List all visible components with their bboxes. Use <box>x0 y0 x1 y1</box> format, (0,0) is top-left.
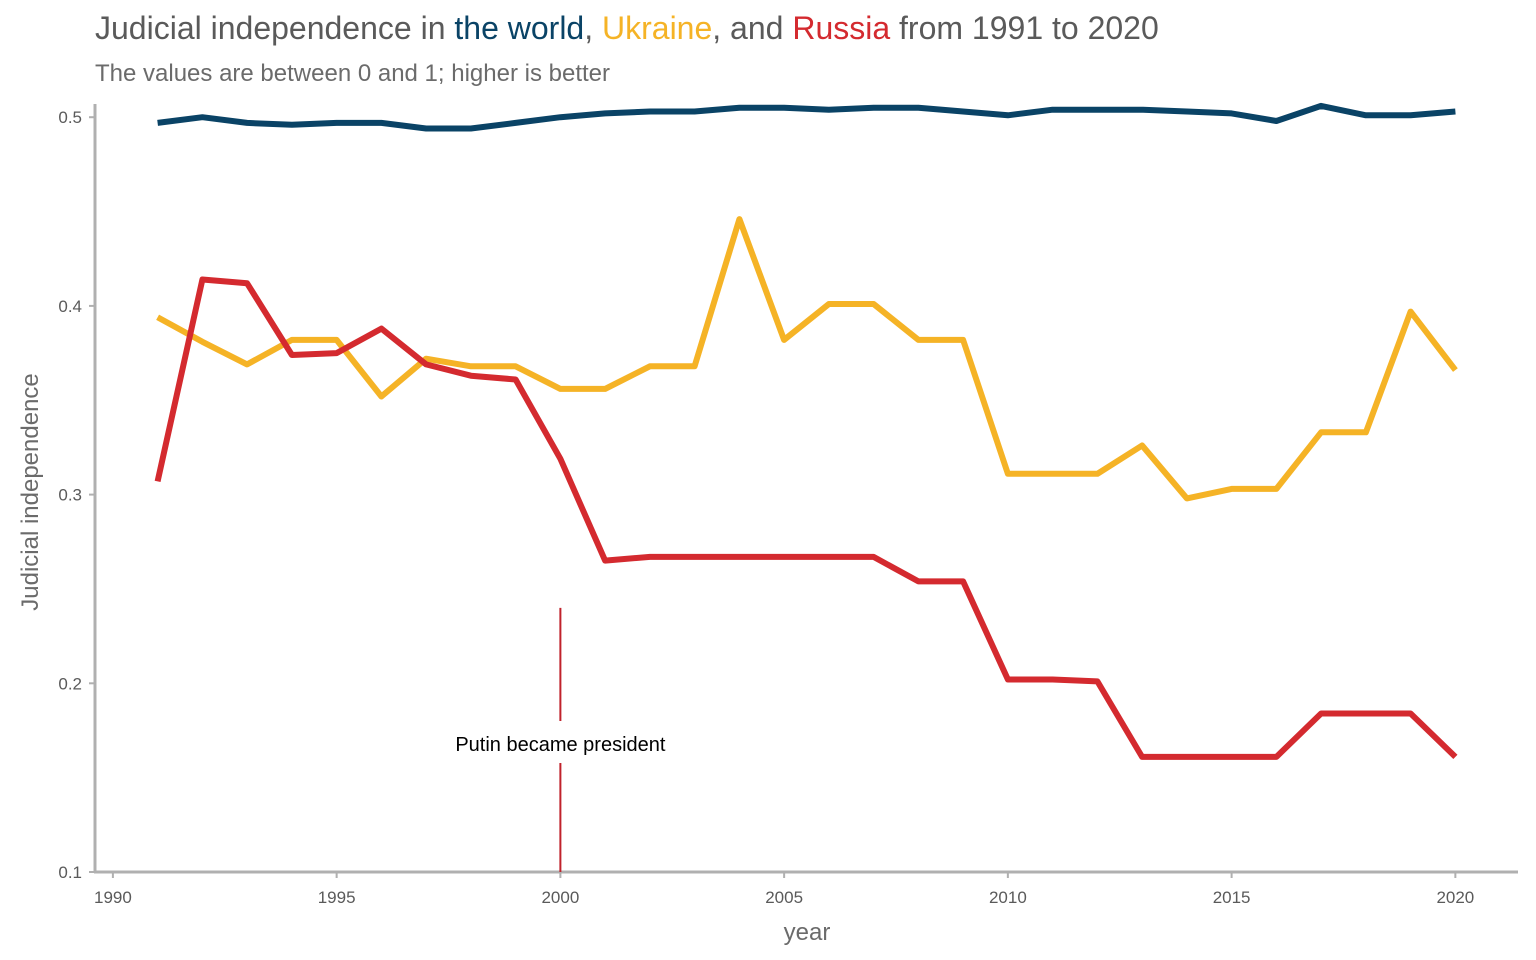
x-tick-label: 1990 <box>94 888 132 907</box>
y-tick-label: 0.4 <box>58 297 82 316</box>
y-axis-title: Judicial independence <box>17 373 44 611</box>
title-sep2: , and <box>712 10 793 46</box>
series-line-world <box>157 102 1456 132</box>
series-line-russia <box>154 276 1458 760</box>
x-tick-label: 2015 <box>1213 888 1251 907</box>
title-ukraine: Ukraine <box>602 10 713 46</box>
annotation-label: Putin became president <box>455 734 666 756</box>
x-tick-label: 2005 <box>765 888 803 907</box>
title-part2: from 1991 to 2020 <box>890 10 1159 46</box>
chart-title: Judicial independence in the world, Ukra… <box>95 10 1159 47</box>
x-tick-label: 2000 <box>541 888 579 907</box>
axes <box>93 104 1518 874</box>
title-part1: Judicial independence in <box>95 10 455 46</box>
series-line-ukraine <box>156 216 1458 502</box>
chart-subtitle: The values are between 0 and 1; higher i… <box>95 60 610 87</box>
x-axis-title: year <box>784 919 831 946</box>
y-tick-label: 0.3 <box>58 486 82 505</box>
title-world: the world <box>454 10 585 46</box>
y-tick-label: 0.1 <box>58 863 82 882</box>
x-tick-label: 1995 <box>318 888 356 907</box>
y-tick-label: 0.2 <box>58 674 82 693</box>
x-tick-label: 2010 <box>989 888 1027 907</box>
title-sep1: , <box>584 10 602 46</box>
x-tick-label: 2020 <box>1436 888 1474 907</box>
title-russia: Russia <box>792 10 891 46</box>
y-tick-label: 0.5 <box>58 108 82 127</box>
